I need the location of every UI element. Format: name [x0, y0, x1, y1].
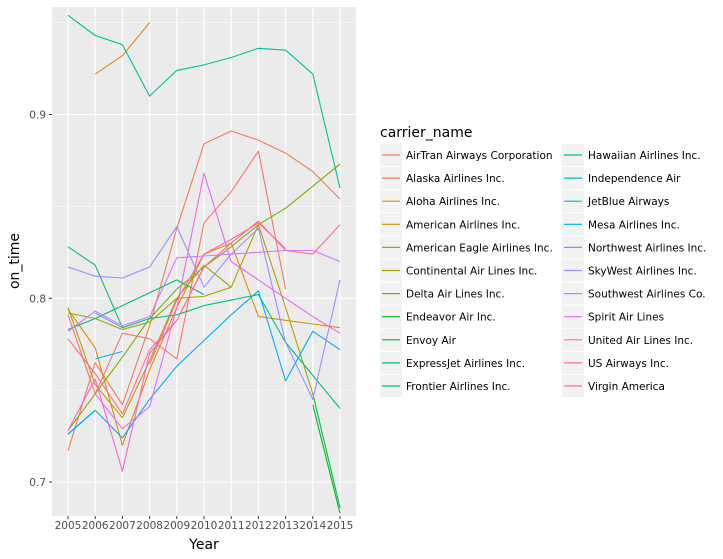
- y-axis: 0.7 0.8 0.9: [29, 109, 52, 489]
- legend-item: Alaska Airlines Inc.: [380, 167, 505, 190]
- y-tick-label: 0.8: [29, 293, 46, 305]
- x-axis-title: Year: [188, 537, 219, 553]
- legend-title: carrier_name: [380, 125, 473, 141]
- legend-label: United Air Lines Inc.: [588, 335, 693, 347]
- legend-label: Northwest Airlines Inc.: [588, 242, 706, 254]
- legend-label: Envoy Air: [406, 335, 457, 347]
- x-tick-label: 2010: [191, 520, 218, 532]
- legend-label: Delta Air Lines Inc.: [406, 289, 505, 301]
- legend-label: Virgin America: [588, 381, 665, 393]
- legend-item: US Airways Inc.: [562, 351, 669, 374]
- legend-item: AirTran Airways Corporation: [380, 144, 553, 166]
- legend-label: Alaska Airlines Inc.: [406, 173, 505, 185]
- series-line: [67, 130, 341, 451]
- legend-label: US Airways Inc.: [588, 358, 669, 370]
- series-line: [67, 249, 341, 332]
- series-line: [312, 393, 341, 508]
- legend-item: Northwest Airlines Inc.: [562, 236, 706, 259]
- legend-item: SkyWest Airlines Inc.: [562, 259, 697, 282]
- x-axis: 2005 2006 2007 2008 2009 2010 2011 2012 2013 2014…: [55, 516, 354, 532]
- legend-label: Endeavor Air Inc.: [406, 312, 496, 324]
- legend-item: American Eagle Airlines Inc.: [380, 236, 553, 259]
- legend-item: ExpressJet Airlines Inc.: [380, 351, 525, 374]
- y-tick-label: 0.7: [29, 477, 46, 489]
- legend-label: Hawaiian Airlines Inc.: [588, 150, 701, 162]
- x-tick-label: 2007: [109, 520, 136, 532]
- legend-label: SkyWest Airlines Inc.: [588, 266, 697, 278]
- legend-label: Continental Air Lines Inc.: [406, 266, 537, 278]
- y-tick-label: 0.9: [29, 109, 46, 121]
- legend-item: Mesa Airlines Inc.: [562, 213, 680, 236]
- series-line: [94, 172, 341, 430]
- legend-label: American Airlines Inc.: [406, 219, 520, 231]
- series-line: [149, 222, 286, 365]
- legend-label: American Eagle Airlines Inc.: [406, 242, 553, 254]
- y-axis-title: on_time: [7, 233, 23, 289]
- x-tick-label: 2015: [327, 520, 354, 532]
- legend-label: ExpressJet Airlines Inc.: [406, 358, 525, 370]
- legend-item: Envoy Air: [380, 328, 457, 351]
- series-line: [94, 22, 151, 75]
- series-line: [95, 350, 123, 360]
- legend: carrier_name AirTran Airways Corporation…: [380, 125, 706, 397]
- legend-label: JetBlue Airways: [587, 196, 669, 208]
- x-tick-label: 2012: [245, 520, 272, 532]
- legend-item: Delta Air Lines Inc.: [380, 282, 505, 305]
- series-line: [67, 220, 341, 415]
- legend-label: AirTran Airways Corporation: [406, 150, 553, 162]
- legend-item: Frontier Airlines Inc.: [380, 375, 511, 397]
- series-line: [67, 14, 341, 189]
- series-line: [67, 224, 314, 419]
- legend-item: Spirit Air Lines: [562, 305, 664, 328]
- series-line: [67, 226, 341, 400]
- legend-label: Independence Air: [588, 173, 681, 185]
- legend-item: Aloha Airlines Inc.: [380, 190, 500, 213]
- legend-item: Continental Air Lines Inc.: [380, 259, 537, 282]
- legend-item: American Airlines Inc.: [380, 213, 520, 236]
- legend-item: JetBlue Airways: [562, 190, 669, 213]
- legend-item: Independence Air: [562, 167, 681, 190]
- legend-item: Southwest Airlines Co.: [562, 282, 706, 305]
- legend-label: Spirit Air Lines: [588, 312, 664, 324]
- legend-label: Aloha Airlines Inc.: [406, 196, 500, 208]
- legend-item: Endeavor Air Inc.: [380, 305, 496, 328]
- x-tick-label: 2009: [163, 520, 190, 532]
- x-tick-label: 2005: [55, 520, 82, 532]
- series-line: [67, 246, 341, 409]
- legend-label: Southwest Airlines Co.: [588, 289, 706, 301]
- legend-items: AirTran Airways Corporation Alaska Airlin…: [380, 144, 706, 397]
- legend-label: Mesa Airlines Inc.: [588, 219, 680, 231]
- legend-item: United Air Lines Inc.: [562, 328, 693, 351]
- legend-item: Virgin America: [562, 375, 665, 397]
- series-line: [67, 290, 341, 439]
- x-tick-label: 2013: [272, 520, 299, 532]
- series-layer: [67, 14, 341, 514]
- legend-label: Frontier Airlines Inc.: [406, 381, 511, 393]
- series-line: [94, 312, 123, 329]
- x-tick-label: 2008: [136, 520, 163, 532]
- series-line: [312, 404, 341, 514]
- series-line: [67, 150, 287, 395]
- x-tick-label: 2014: [299, 520, 326, 532]
- x-tick-label: 2006: [82, 520, 109, 532]
- grid-major: [52, 7, 356, 516]
- legend-item: Hawaiian Airlines Inc.: [562, 144, 701, 166]
- x-tick-label: 2011: [218, 520, 245, 532]
